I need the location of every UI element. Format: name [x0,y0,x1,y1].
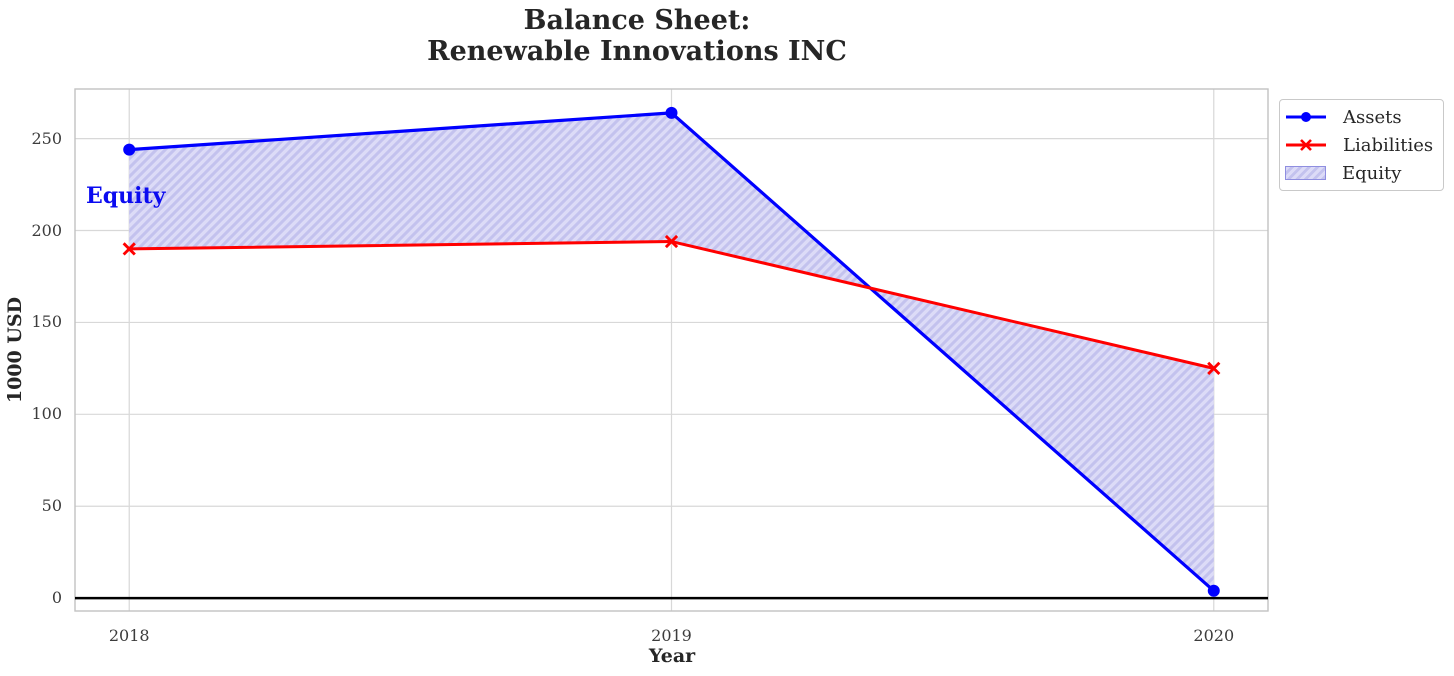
liabilities-marker [664,234,679,249]
x-axis-label: Year [648,645,696,667]
assets-marker [123,143,136,156]
y-tick-label: 150 [31,312,62,332]
y-tick-label: 250 [31,128,62,148]
chart-title: Balance Sheet: Renewable Innovations INC [427,5,847,67]
y-tick-label: 50 [41,496,62,516]
legend-row-assets: Assets [1285,103,1437,131]
liabilities-marker [122,242,136,256]
assets-marker [665,106,678,119]
legend: Assets Liabilities Equity [1279,99,1444,191]
x-tick-label: 2019 [651,626,692,645]
y-tick-label: 200 [31,220,62,240]
liabilities-line-icon [1286,139,1326,151]
equity-annotation: Equity [86,183,166,209]
x-tick-label: 2020 [1193,626,1235,645]
equity-hatch-icon [1285,166,1326,180]
x-tick-label: 2018 [108,626,150,645]
y-tick-label: 100 [31,404,62,424]
legend-label-liabilities: Liabilities [1343,134,1434,156]
assets-marker [1207,584,1220,597]
y-tick-label: 0 [51,588,62,608]
legend-label-equity: Equity [1342,162,1402,184]
legend-row-liabilities: Liabilities [1285,131,1437,159]
plot-border [74,88,1269,612]
legend-label-assets: Assets [1343,106,1402,128]
assets-line-icon [1286,112,1326,122]
liabilities-marker [1207,361,1221,376]
legend-row-equity: Equity [1285,159,1437,187]
equity-fill-hatch [129,112,1214,591]
